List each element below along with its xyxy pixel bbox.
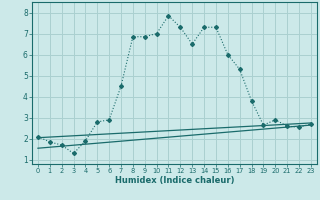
- X-axis label: Humidex (Indice chaleur): Humidex (Indice chaleur): [115, 176, 234, 185]
